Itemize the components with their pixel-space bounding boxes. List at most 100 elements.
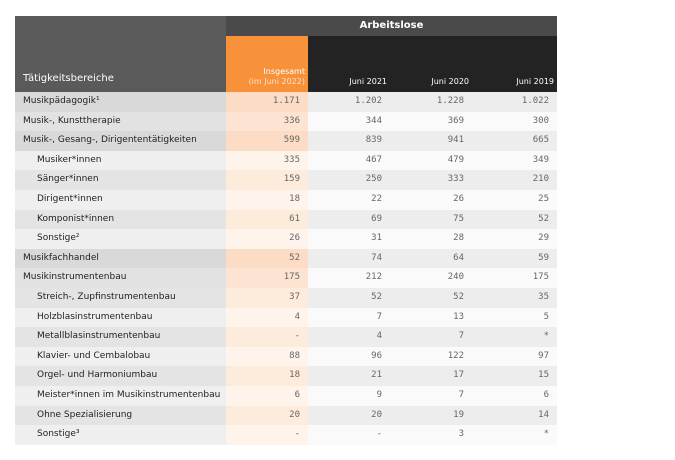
cell: 1.202	[308, 92, 390, 112]
cell: 175	[226, 268, 308, 288]
cell: 5	[472, 307, 557, 328]
row-label: Komponist*innen	[15, 209, 226, 230]
group-header: Arbeitslose	[359, 20, 424, 31]
column-header: Insgesamt (im Juni 2022)	[226, 36, 308, 92]
row-label: Streich-, Zupfinstrumentenbau	[15, 288, 226, 308]
cell: 52	[308, 288, 390, 308]
cell: 37	[226, 288, 308, 308]
column-title: Insgesamt	[263, 67, 305, 76]
row-label: Klavier- und Cembalobau	[15, 346, 226, 367]
group-header-bg	[226, 16, 557, 36]
row-label: Musikinstrumentenbau	[15, 268, 226, 288]
row-label: Orgel- und Harmoniumbau	[15, 366, 226, 386]
column-title: Juni 2020	[431, 77, 469, 86]
cell: 35	[472, 288, 557, 308]
cell: 26	[390, 190, 472, 210]
column-header: Juni 2021	[308, 36, 390, 92]
row-label: Sonstige³	[15, 425, 226, 445]
cell: 20	[308, 405, 390, 426]
cell: 52	[472, 209, 557, 230]
cell: 839	[308, 131, 390, 151]
cell: 28	[390, 229, 472, 249]
cell: 29	[472, 229, 557, 249]
cell: 7	[390, 327, 472, 347]
column-subtitle: (im Juni 2022)	[248, 77, 305, 86]
cell: 25	[472, 190, 557, 210]
row-label: Sonstige²	[15, 229, 226, 249]
cell: 96	[308, 346, 390, 367]
cell: 941	[390, 131, 472, 151]
cell: 74	[308, 248, 390, 269]
cell: 64	[390, 248, 472, 269]
cell: 349	[472, 150, 557, 171]
cell: -	[226, 425, 308, 445]
cell: 6	[226, 386, 308, 406]
cell: 336	[226, 111, 308, 132]
row-header: Tätigkeitsbereiche	[15, 16, 226, 92]
cell: 240	[390, 268, 472, 288]
row-label: Metallblasinstrumentenbau	[15, 327, 226, 347]
cell: 3	[390, 425, 472, 445]
row-label: Musik-, Kunsttherapie	[15, 111, 226, 132]
row-label: Sänger*innen	[15, 170, 226, 190]
column-header-text: Insgesamt (im Juni 2022)	[249, 67, 305, 87]
cell: 61	[226, 209, 308, 230]
column-header-text: Juni 2021	[349, 77, 387, 87]
cell: 599	[226, 131, 308, 151]
row-label: Holzblasinstrumentenbau	[15, 307, 226, 328]
cell: 59	[472, 248, 557, 269]
cell: 13	[390, 307, 472, 328]
column-header-text: Juni 2019	[516, 77, 554, 87]
column-header: Juni 2019	[472, 36, 557, 92]
cell: 122	[390, 346, 472, 367]
cell: 665	[472, 131, 557, 151]
cell: 19	[390, 405, 472, 426]
cell: 1.228	[390, 92, 472, 112]
cell: 18	[226, 190, 308, 210]
cell: -	[226, 327, 308, 347]
row-label: Ohne Spezialisierung	[15, 405, 226, 426]
cell: 344	[308, 111, 390, 132]
cell: 9	[308, 386, 390, 406]
row-header-text: Tätigkeitsbereiche	[23, 73, 114, 84]
cell: *	[472, 425, 557, 445]
cell: 212	[308, 268, 390, 288]
row-label: Musiker*innen	[15, 150, 226, 171]
cell: 175	[472, 268, 557, 288]
cell: 26	[226, 229, 308, 249]
column-header-text: Juni 2020	[431, 77, 469, 87]
cell: *	[472, 327, 557, 347]
cell: 1.022	[472, 92, 557, 112]
column-title: Juni 2019	[516, 77, 554, 86]
cell: 20	[226, 405, 308, 426]
column-title: Juni 2021	[349, 77, 387, 86]
cell: 31	[308, 229, 390, 249]
cell: 210	[472, 170, 557, 190]
cell: 97	[472, 346, 557, 367]
cell: 4	[226, 307, 308, 328]
column-header: Juni 2020	[390, 36, 472, 92]
row-label: Dirigent*innen	[15, 190, 226, 210]
row-label: Musikfachhandel	[15, 248, 226, 269]
row-label: Musikpädagogik¹	[15, 92, 226, 112]
cell: 52	[226, 248, 308, 269]
cell: 159	[226, 170, 308, 190]
cell: 1.171	[226, 92, 308, 112]
cell: 6	[472, 386, 557, 406]
cell: 479	[390, 150, 472, 171]
cell: 18	[226, 366, 308, 386]
cell: 7	[390, 386, 472, 406]
cell: 52	[390, 288, 472, 308]
cell: 7	[308, 307, 390, 328]
row-label: Musik-, Gesang-, Dirigententätigkeiten	[15, 131, 226, 151]
cell: 467	[308, 150, 390, 171]
cell: 88	[226, 346, 308, 367]
cell: 69	[308, 209, 390, 230]
cell: 335	[226, 150, 308, 171]
cell: 15	[472, 366, 557, 386]
cell: 22	[308, 190, 390, 210]
cell: 369	[390, 111, 472, 132]
cell: 250	[308, 170, 390, 190]
cell: 21	[308, 366, 390, 386]
